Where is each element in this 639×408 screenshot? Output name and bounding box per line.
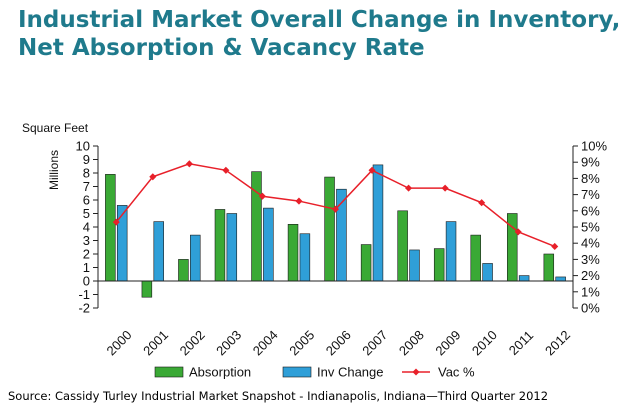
x-tick-label: 2005 — [286, 327, 317, 358]
y-tick-label-right: 8% — [581, 171, 600, 186]
point-vac-pct — [405, 184, 413, 192]
y-tick-label-left: -2 — [78, 301, 90, 316]
y-tick-label-left: 4 — [83, 220, 90, 235]
y-tick-label-right: 1% — [581, 284, 600, 299]
y-tick-label-left: 8 — [83, 166, 90, 181]
legend-label: Absorption — [189, 365, 251, 380]
legend-swatch-inv-change — [282, 366, 312, 378]
legend-marker-vac-pct — [412, 368, 420, 376]
line-vac-pct — [115, 163, 556, 248]
y-tick-label-right: 0% — [581, 301, 600, 316]
bar-inv-change — [445, 221, 457, 282]
bar-inv-change — [518, 275, 530, 282]
x-tick-label: 2000 — [104, 327, 135, 358]
y-axis-label: Millions — [47, 150, 61, 190]
y-tick-label-left: 6 — [83, 193, 90, 208]
y-tick-label-left: 10 — [76, 139, 90, 154]
bar-absorption — [397, 210, 408, 282]
bar-inv-change — [263, 207, 274, 282]
x-tick-label: 2007 — [359, 327, 390, 358]
y-tick-label-right: 5% — [581, 220, 600, 235]
x-tick-label: 2003 — [213, 327, 244, 358]
legend-label: Vac % — [438, 365, 475, 380]
chart-title: Industrial Market Overall Change in Inve… — [18, 7, 621, 61]
bar-absorption — [360, 244, 372, 282]
y-tick-label-left: 9 — [83, 152, 90, 167]
bar-absorption — [433, 248, 445, 282]
point-vac-pct — [441, 184, 449, 192]
bar-absorption — [178, 259, 189, 282]
bar-absorption — [543, 253, 555, 282]
x-tick-label: 2008 — [396, 327, 427, 358]
x-tick-label: 2012 — [542, 327, 573, 358]
bar-inv-change — [299, 233, 311, 282]
point-vac-pct — [331, 205, 340, 213]
bar-inv-change — [482, 263, 493, 282]
bar-inv-change — [555, 276, 566, 282]
bar-inv-change — [409, 249, 420, 282]
y-tick-label-right: 9% — [581, 155, 600, 170]
bar-inv-change — [226, 213, 238, 282]
y-tick-label-right: 6% — [581, 203, 600, 218]
x-tick-label: 2004 — [250, 327, 281, 358]
bar-inv-change — [116, 205, 128, 282]
bar-absorption — [324, 176, 335, 282]
point-vac-pct — [112, 218, 120, 226]
x-tick-label: 2002 — [177, 327, 208, 358]
point-vac-pct — [149, 173, 157, 181]
y-tick-label-left: 0 — [83, 274, 90, 289]
y-tick-label-left: -1 — [78, 287, 90, 302]
point-vac-pct — [295, 197, 303, 205]
bar-absorption — [214, 209, 226, 282]
x-tick-label: 2006 — [323, 327, 354, 358]
x-tick-label: 2001 — [140, 327, 171, 358]
bar-absorption — [251, 171, 262, 282]
bar-inv-change — [153, 221, 164, 282]
y-tick-label-left: 1 — [83, 260, 90, 275]
bar-absorption — [287, 224, 299, 282]
y-unit-label: Square Feet — [22, 121, 89, 135]
point-vac-pct — [551, 242, 559, 250]
y-tick-label-left: 2 — [83, 247, 90, 262]
x-tick-label: 2011 — [506, 328, 536, 358]
point-vac-pct — [185, 160, 193, 168]
x-tick-label: 2009 — [432, 327, 463, 358]
y-tick-label-right: 4% — [581, 236, 600, 251]
legend-swatch-absorption — [154, 366, 184, 378]
x-tick-label: 2010 — [469, 327, 500, 358]
point-vac-pct — [258, 192, 266, 200]
y-tick-label-right: 10% — [581, 139, 607, 154]
point-vac-pct — [368, 166, 376, 174]
point-vac-pct — [222, 166, 230, 174]
point-vac-pct — [514, 228, 522, 236]
y-tick-label-right: 2% — [581, 268, 600, 283]
y-tick-label-right: 7% — [581, 187, 600, 202]
source-note: Source: Cassidy Turley Industrial Market… — [8, 389, 549, 403]
bar-inv-change — [190, 234, 201, 282]
point-vac-pct — [478, 199, 486, 207]
bar-absorption — [105, 174, 116, 282]
y-tick-label-right: 3% — [581, 252, 600, 267]
bar-absorption — [470, 234, 481, 282]
y-tick-label-left: 7 — [83, 179, 90, 194]
bar-inv-change — [372, 164, 384, 282]
y-tick-label-left: 3 — [83, 233, 90, 248]
bar-absorption — [141, 280, 153, 298]
y-tick-label-left: 5 — [83, 206, 90, 221]
legend-label: Inv Change — [317, 365, 384, 380]
